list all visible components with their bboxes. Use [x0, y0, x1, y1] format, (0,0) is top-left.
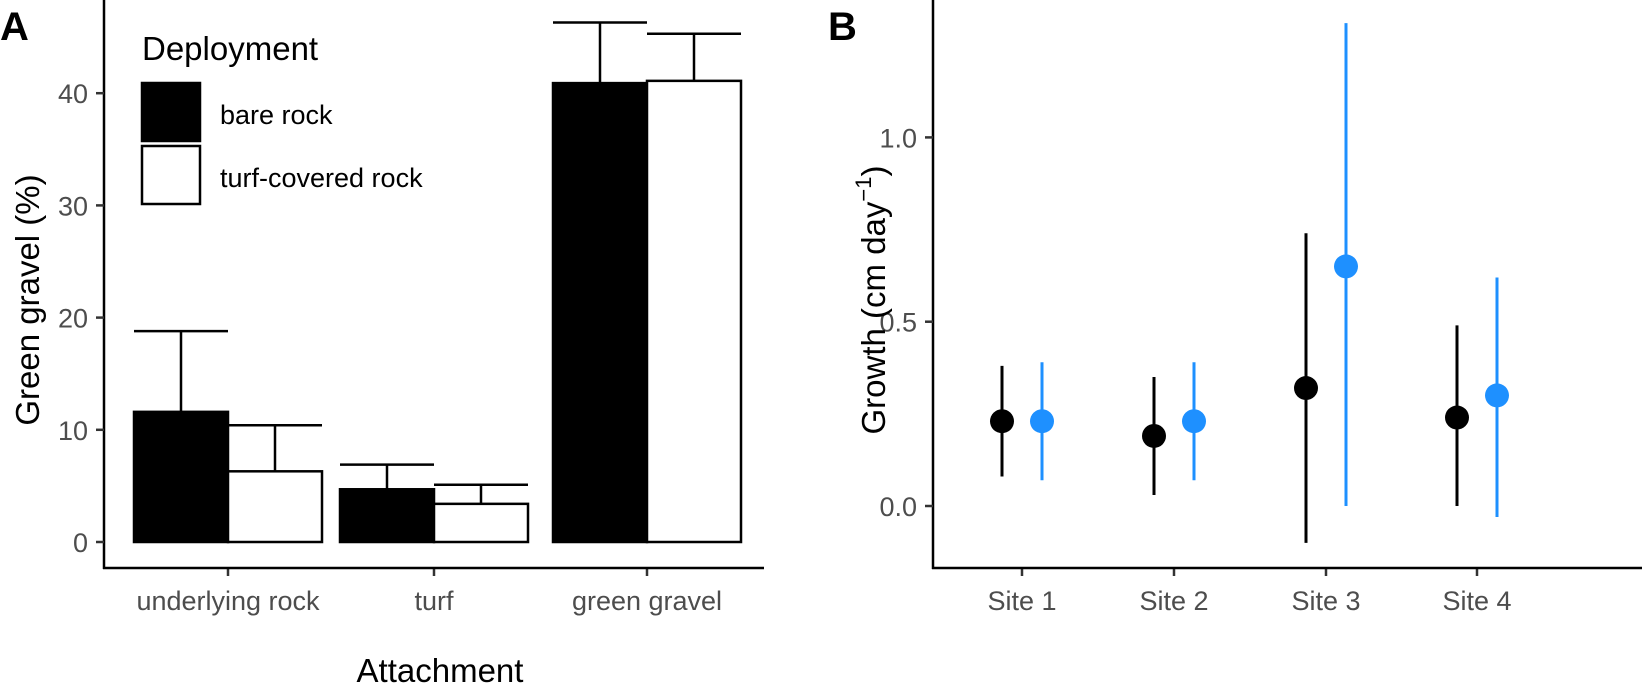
legend-label-bare-rock: bare rock [220, 100, 333, 130]
panel-b: B Site 1 Site 2 Site 3 Site 4 0.0 0.5 1.0 Grow… [828, 0, 1642, 616]
y-tick-label-0-0: 0.0 [879, 492, 917, 522]
legend-label-turf-covered-rock: turf-covered rock [220, 163, 423, 193]
x-tick-label-underlying-rock: underlying rock [136, 586, 320, 616]
panel-b-axes: Site 1 Site 2 Site 3 Site 4 0.0 0.5 1.0 [879, 0, 1642, 616]
x-tick-label-site-2: Site 2 [1139, 586, 1208, 616]
panel-letter-b: B [828, 5, 857, 49]
point-site-4-series-1 [1445, 405, 1469, 430]
bar-underlying-rock-bare-rock [132, 410, 230, 544]
legend-key-turf-covered-rock [140, 144, 202, 206]
panel-a-x-axis-title: Attachment [357, 652, 524, 687]
bar-turf-bare-rock [338, 488, 436, 544]
point-site-2-series-1 [1142, 423, 1166, 448]
panel-a-error-bars [134, 21, 741, 504]
panel-a-legend: Deployment bare rock turf-covered rock [140, 30, 423, 206]
panel-a-bars [132, 79, 743, 544]
bar-turf-turf-covered-rock [432, 502, 530, 544]
x-tick-label-green-gravel: green gravel [572, 586, 722, 616]
y-tick-label-40: 40 [58, 79, 88, 109]
panel-a-y-axis-title: Green gravel (%) [9, 174, 46, 425]
y-tick-label-10: 10 [58, 416, 88, 446]
x-tick-label-site-3: Site 3 [1291, 586, 1360, 616]
y-tick-label-0: 0 [73, 528, 88, 558]
x-tick-label-site-4: Site 4 [1442, 586, 1511, 616]
legend-key-bare-rock [140, 81, 202, 143]
x-tick-label-turf: turf [414, 586, 454, 616]
y-tick-label-0-5: 0.5 [879, 308, 917, 338]
bar-underlying-rock-turf-covered-rock [226, 470, 324, 544]
bar-green-gravel-bare-rock [551, 81, 649, 544]
point-site-2-series-2 [1182, 409, 1206, 434]
point-site-1-series-2 [1030, 409, 1054, 434]
panel-a: A underlying rock turf green gravel 0 10 20 30… [0, 0, 764, 687]
y-tick-label-20: 20 [58, 304, 88, 334]
point-site-1-series-1 [990, 409, 1014, 434]
panel-b-y-axis-title: Growth (cm day−1) [851, 166, 892, 435]
bar-green-gravel-turf-covered-rock [645, 79, 743, 544]
panel-a-axes: underlying rock turf green gravel 0 10 20 30 40 [58, 0, 764, 616]
legend-title: Deployment [142, 30, 318, 67]
point-site-3-series-1 [1294, 376, 1318, 401]
y-tick-label-1-0: 1.0 [879, 123, 917, 153]
panel-letter-a: A [0, 5, 29, 49]
y-tick-label-30: 30 [58, 191, 88, 221]
panel-b-points [990, 23, 1509, 543]
x-tick-label-site-1: Site 1 [987, 586, 1056, 616]
point-site-4-series-2 [1485, 383, 1509, 408]
point-site-3-series-2 [1334, 254, 1358, 279]
